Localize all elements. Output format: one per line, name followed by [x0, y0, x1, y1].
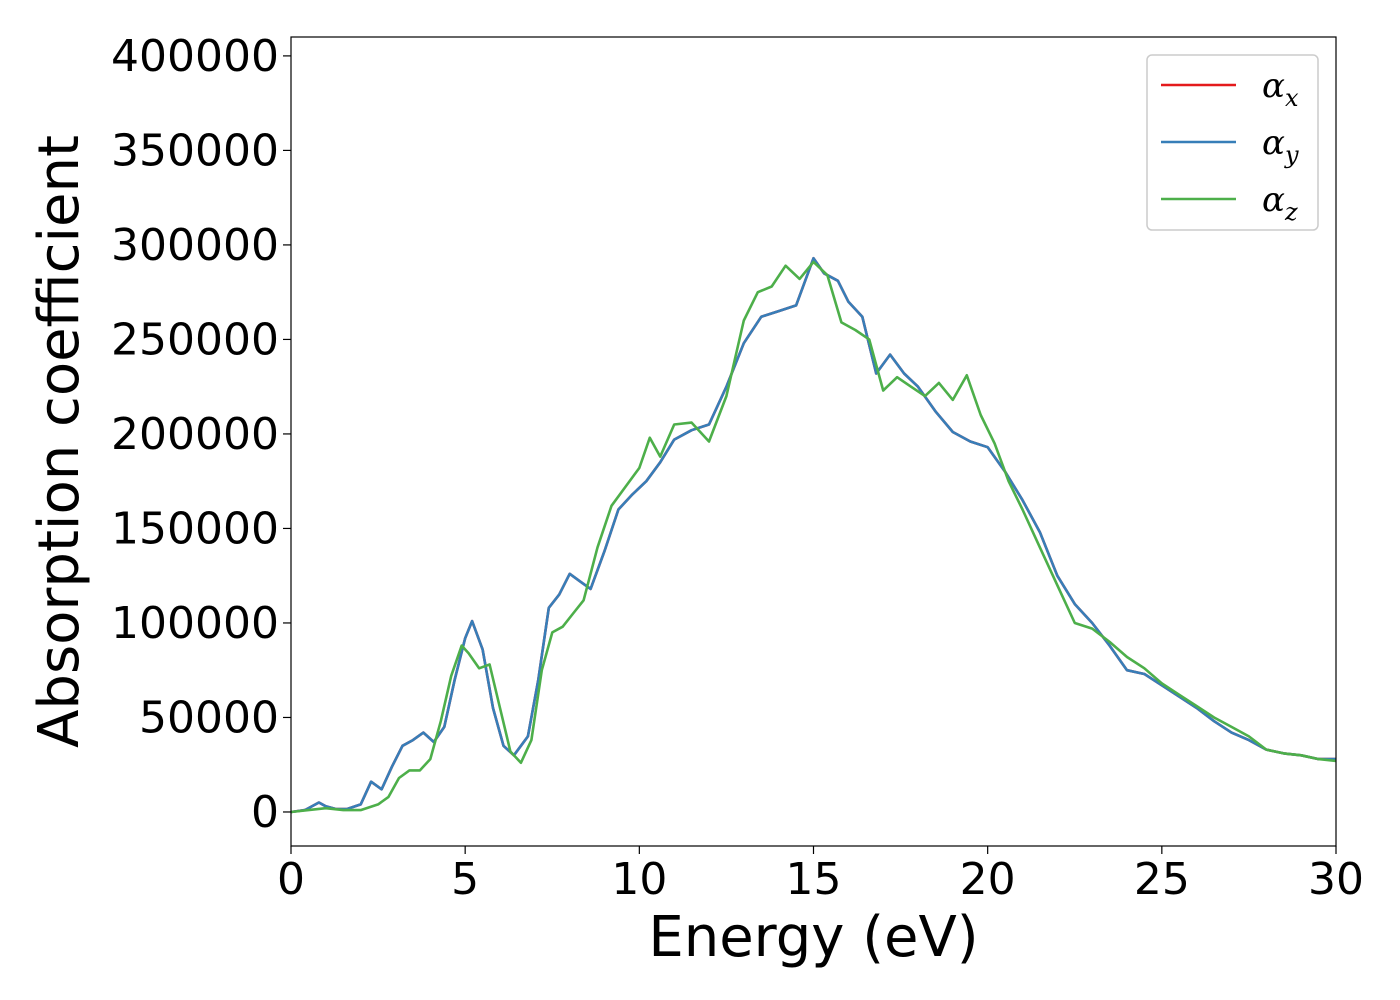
y-axis-label: Absorption coefficient: [27, 135, 92, 748]
x-tick-label: 0: [277, 854, 305, 905]
y-tick-label: 0: [251, 787, 279, 838]
x-tick-label: 30: [1308, 854, 1364, 905]
x-tick-label: 15: [786, 854, 842, 905]
y-tick-label: 150000: [111, 503, 279, 554]
y-tick-label: 350000: [111, 125, 279, 176]
y-tick-label: 50000: [139, 692, 279, 743]
y-tick-label: 300000: [111, 220, 279, 271]
x-axis-ticks: 0 5 10 15 20 25 30: [277, 846, 1364, 905]
y-tick-label: 250000: [111, 314, 279, 365]
y-tick-label: 100000: [111, 598, 279, 649]
x-tick-label: 25: [1134, 854, 1190, 905]
series-line-alpha-x: [291, 256, 1336, 814]
x-tick-label: 20: [960, 854, 1016, 905]
series-line-alpha-z: [291, 260, 1336, 814]
series-layer: [291, 256, 1336, 814]
y-axis-ticks: 0 50000 100000 150000 200000 250000 300000 3500…: [111, 31, 291, 838]
x-tick-label: 5: [451, 854, 479, 905]
series-line-alpha-y: [291, 256, 1336, 814]
y-tick-label: 200000: [111, 409, 279, 460]
y-tick-label: 400000: [111, 31, 279, 82]
x-axis-label: Energy (eV): [648, 905, 978, 970]
x-tick-label: 10: [611, 854, 667, 905]
